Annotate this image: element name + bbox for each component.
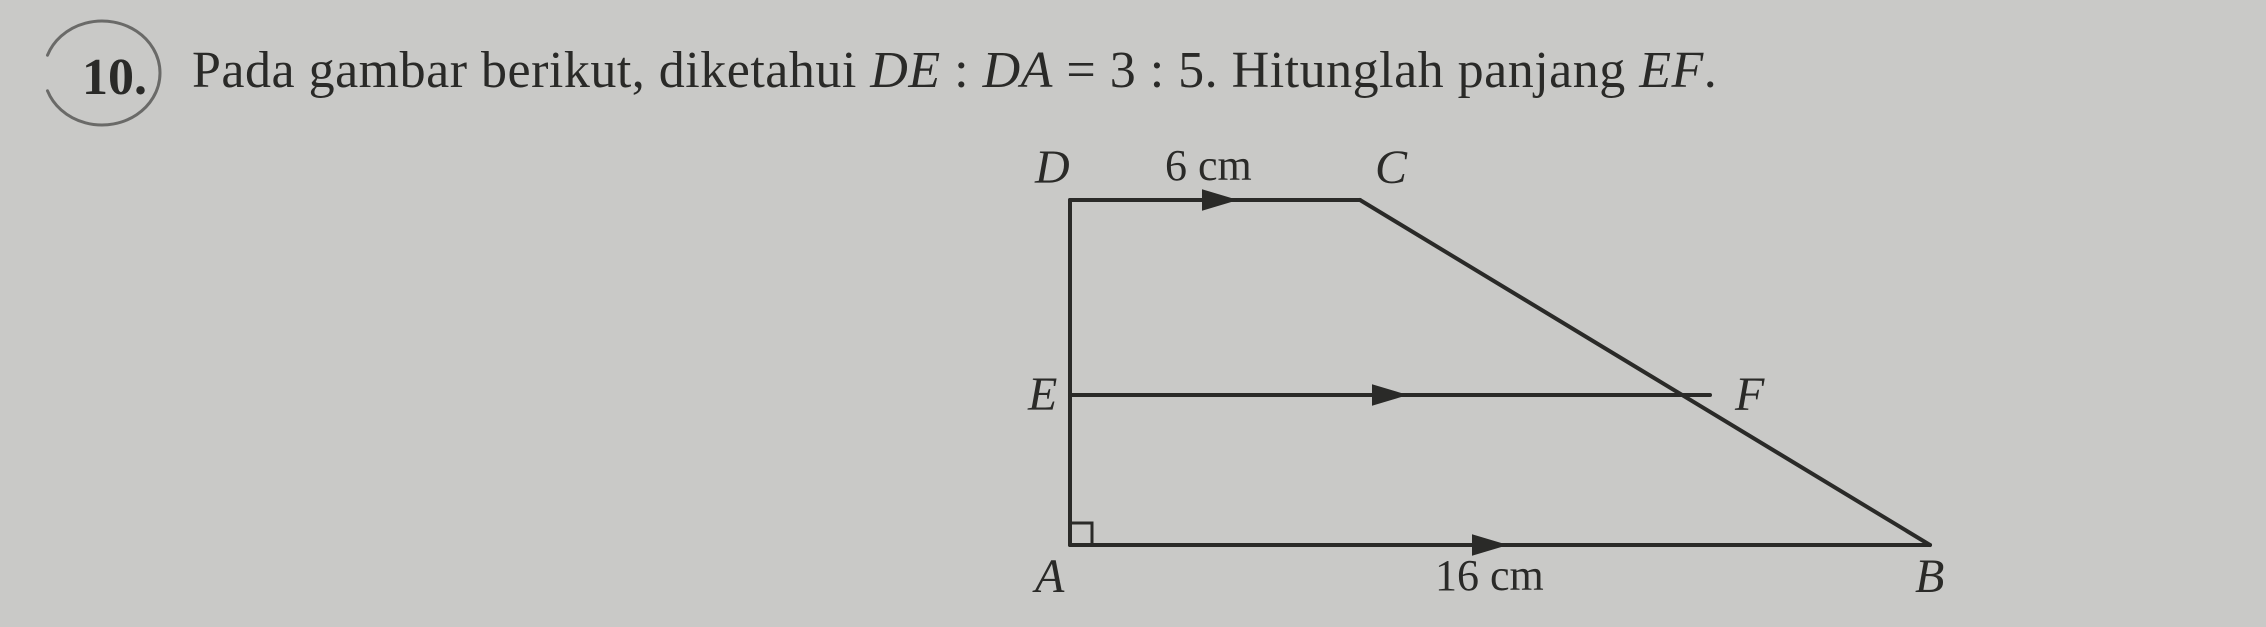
vertex-label-d: D [1035,140,1070,195]
vertex-label-e: E [1028,367,1057,422]
dimension-ab: 16 cm [1435,550,1544,601]
ratio-de: DE [870,42,940,99]
page-container: 10. Pada gambar berikut, diketahui DE : … [0,0,2266,627]
vertex-label-a: A [1035,549,1064,604]
question-number: 10. [82,48,147,107]
vertex-label-b: B [1915,549,1944,604]
question-number-circle: 10. [60,40,180,140]
vertex-label-f: F [1735,367,1764,422]
geometry-figure: D C E F A B 6 cm 16 cm [1010,140,1960,600]
question-period: . [1704,42,1718,99]
target-ef: EF [1639,42,1704,99]
question-prefix: Pada gambar berikut, diketahui [192,42,870,99]
ratio-da: DA [983,42,1053,99]
trapezoid-svg [1010,140,1970,610]
dimension-dc: 6 cm [1165,140,1252,191]
question-row: 10. Pada gambar berikut, diketahui DE : … [60,40,2206,140]
colon: : [941,42,983,99]
vertex-label-c: C [1375,140,1407,195]
question-text: Pada gambar berikut, diketahui DE : DA =… [192,40,1717,102]
question-equals: = 3 : 5. Hitunglah panjang [1053,42,1639,99]
